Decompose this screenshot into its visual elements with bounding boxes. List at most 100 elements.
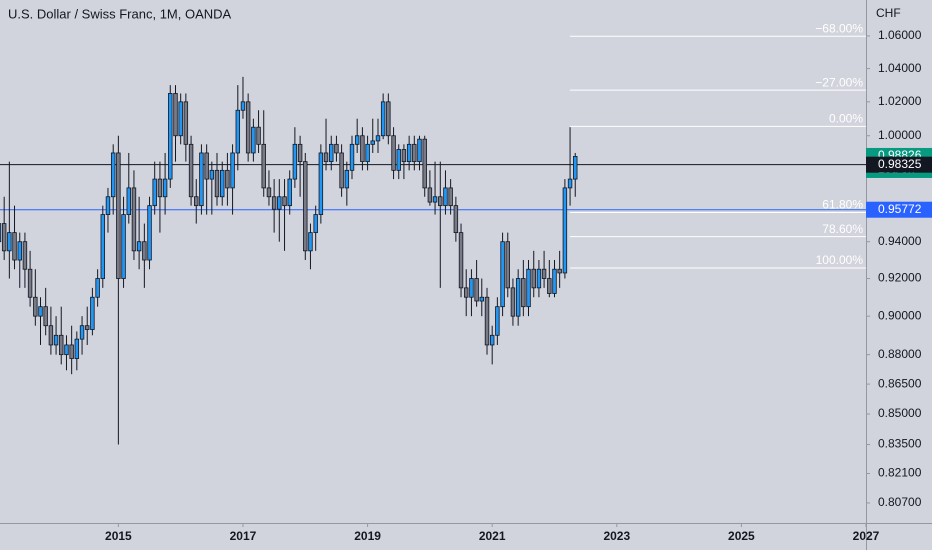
- candle-body: [443, 187, 448, 207]
- candle-body: [412, 143, 417, 163]
- x-tick-label: 2019: [354, 529, 381, 543]
- candle-body: [567, 178, 573, 189]
- candle-body: [458, 232, 464, 289]
- candle-body: [240, 101, 246, 111]
- candle-body: [209, 169, 215, 180]
- candle-body: [48, 325, 54, 346]
- candle-body: [422, 138, 427, 189]
- candle-body: [168, 93, 173, 180]
- candle-body: [401, 149, 407, 163]
- candle-body: [531, 268, 536, 289]
- candle-body: [489, 334, 495, 346]
- candle-body: [0, 223, 2, 243]
- candle-body: [214, 169, 220, 198]
- candle-body: [365, 143, 370, 163]
- y-tick-label: 0.82100: [878, 466, 922, 480]
- candle-body: [230, 152, 235, 189]
- candle-body: [178, 101, 183, 137]
- candle-body: [43, 306, 48, 327]
- chart-title: U.S. Dollar / Swiss Franc, 1M, OANDA: [8, 6, 232, 21]
- candle-body: [536, 268, 542, 289]
- candle-body: [204, 152, 209, 180]
- candle-body: [17, 241, 22, 261]
- candle-body: [391, 135, 396, 171]
- fib-label: 78.60%: [822, 222, 863, 236]
- y-tick-label: 0.83500: [878, 437, 922, 451]
- candle-body: [448, 187, 453, 207]
- fib-label: −68.00%: [815, 21, 863, 35]
- candle-body: [406, 143, 412, 163]
- candle-body: [121, 214, 126, 279]
- candle-body: [505, 241, 510, 289]
- price-label-box: [866, 156, 932, 173]
- candle-body: [22, 241, 28, 270]
- y-tick-label: 0.90000: [878, 308, 922, 322]
- candle-body: [152, 178, 157, 207]
- y-tick-label: 1.04000: [878, 61, 922, 75]
- candle-body: [297, 143, 303, 163]
- candle-body: [396, 149, 401, 171]
- x-tick-label: 2023: [603, 529, 630, 543]
- candle-body: [126, 187, 131, 215]
- y-tick-label: 1.02000: [878, 94, 922, 108]
- x-tick-label: 2017: [230, 529, 257, 543]
- fib-label: 0.00%: [829, 112, 863, 126]
- candle-body: [344, 169, 350, 189]
- candle-body: [526, 268, 531, 308]
- candle-body: [469, 278, 474, 298]
- price-label-box: [866, 201, 932, 218]
- candle-body: [495, 306, 500, 336]
- candle-body: [79, 325, 85, 340]
- candle-body: [323, 152, 329, 163]
- candle-body: [308, 232, 313, 252]
- candle-body: [188, 143, 194, 198]
- candle-body: [573, 156, 578, 180]
- candle-body: [479, 296, 484, 302]
- candle-body: [484, 296, 490, 346]
- candle-body: [27, 268, 33, 298]
- candle-body: [557, 268, 562, 274]
- candle-body: [354, 135, 360, 145]
- candle-body: [74, 338, 80, 359]
- x-tick-label: 2015: [105, 529, 132, 543]
- candle-body: [271, 196, 277, 210]
- candle-body: [334, 143, 339, 154]
- candle-body: [541, 268, 547, 279]
- candle-body: [510, 287, 516, 317]
- candle-body: [266, 187, 272, 198]
- candle-body: [282, 196, 287, 207]
- candle-body: [438, 196, 443, 207]
- candle-body: [157, 178, 163, 198]
- candle-body: [329, 143, 334, 163]
- candle-body: [313, 214, 318, 234]
- candle-body: [136, 241, 142, 252]
- candle-body: [318, 152, 324, 215]
- candle-body: [474, 278, 479, 302]
- candle-body: [194, 196, 199, 207]
- candle-body: [256, 126, 261, 145]
- candle-body: [162, 178, 168, 198]
- candle-body: [199, 152, 204, 207]
- candle-body: [287, 178, 292, 207]
- candle-body: [105, 196, 111, 215]
- candle-body: [251, 126, 256, 154]
- candle-body: [432, 196, 438, 203]
- candle-body: [235, 109, 241, 154]
- candle-body: [360, 135, 365, 163]
- candle-body: [292, 143, 298, 180]
- y-tick-label: 0.85000: [878, 406, 922, 420]
- candle-body: [261, 143, 266, 189]
- candle-body: [220, 169, 225, 198]
- x-tick-label: 2025: [728, 529, 755, 543]
- candle-body: [417, 138, 422, 163]
- candle-body: [7, 232, 12, 252]
- candle-body: [85, 325, 90, 330]
- candle-body: [245, 101, 251, 154]
- candle-body: [38, 306, 43, 317]
- x-tick-label: 2027: [853, 529, 880, 543]
- candle-body: [131, 187, 137, 252]
- candle-body: [349, 143, 355, 171]
- candle-body: [90, 296, 95, 330]
- candle-body: [427, 187, 433, 203]
